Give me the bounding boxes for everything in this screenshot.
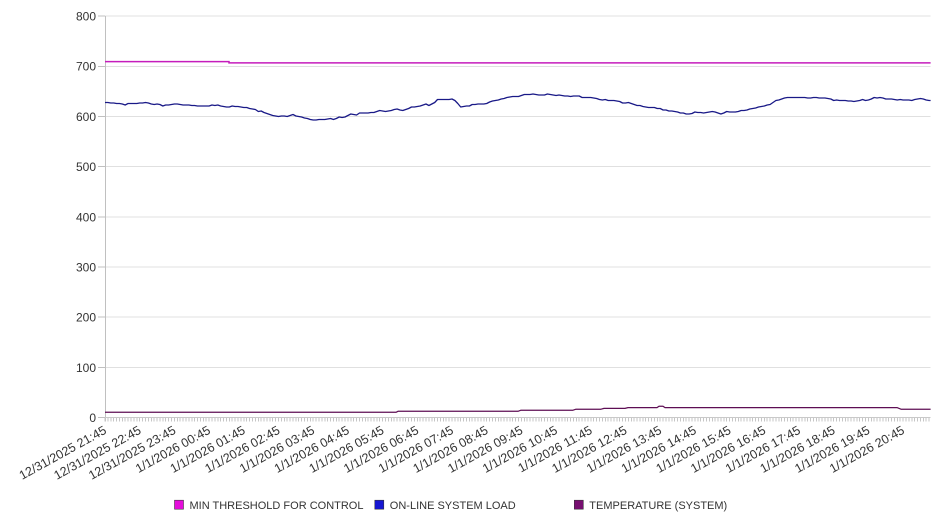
svg-text:600: 600 <box>76 110 96 124</box>
svg-text:800: 800 <box>76 10 96 24</box>
svg-text:500: 500 <box>76 160 96 174</box>
svg-text:300: 300 <box>76 260 96 274</box>
svg-text:TEMPERATURE (SYSTEM): TEMPERATURE (SYSTEM) <box>589 500 727 512</box>
svg-text:MIN THRESHOLD FOR CONTROL: MIN THRESHOLD FOR CONTROL <box>190 500 364 512</box>
svg-text:ON-LINE SYSTEM LOAD: ON-LINE SYSTEM LOAD <box>390 500 516 512</box>
svg-text:0: 0 <box>89 411 96 425</box>
svg-text:100: 100 <box>76 361 96 375</box>
svg-text:700: 700 <box>76 60 96 74</box>
svg-text:400: 400 <box>76 210 96 224</box>
svg-text:200: 200 <box>76 311 96 325</box>
